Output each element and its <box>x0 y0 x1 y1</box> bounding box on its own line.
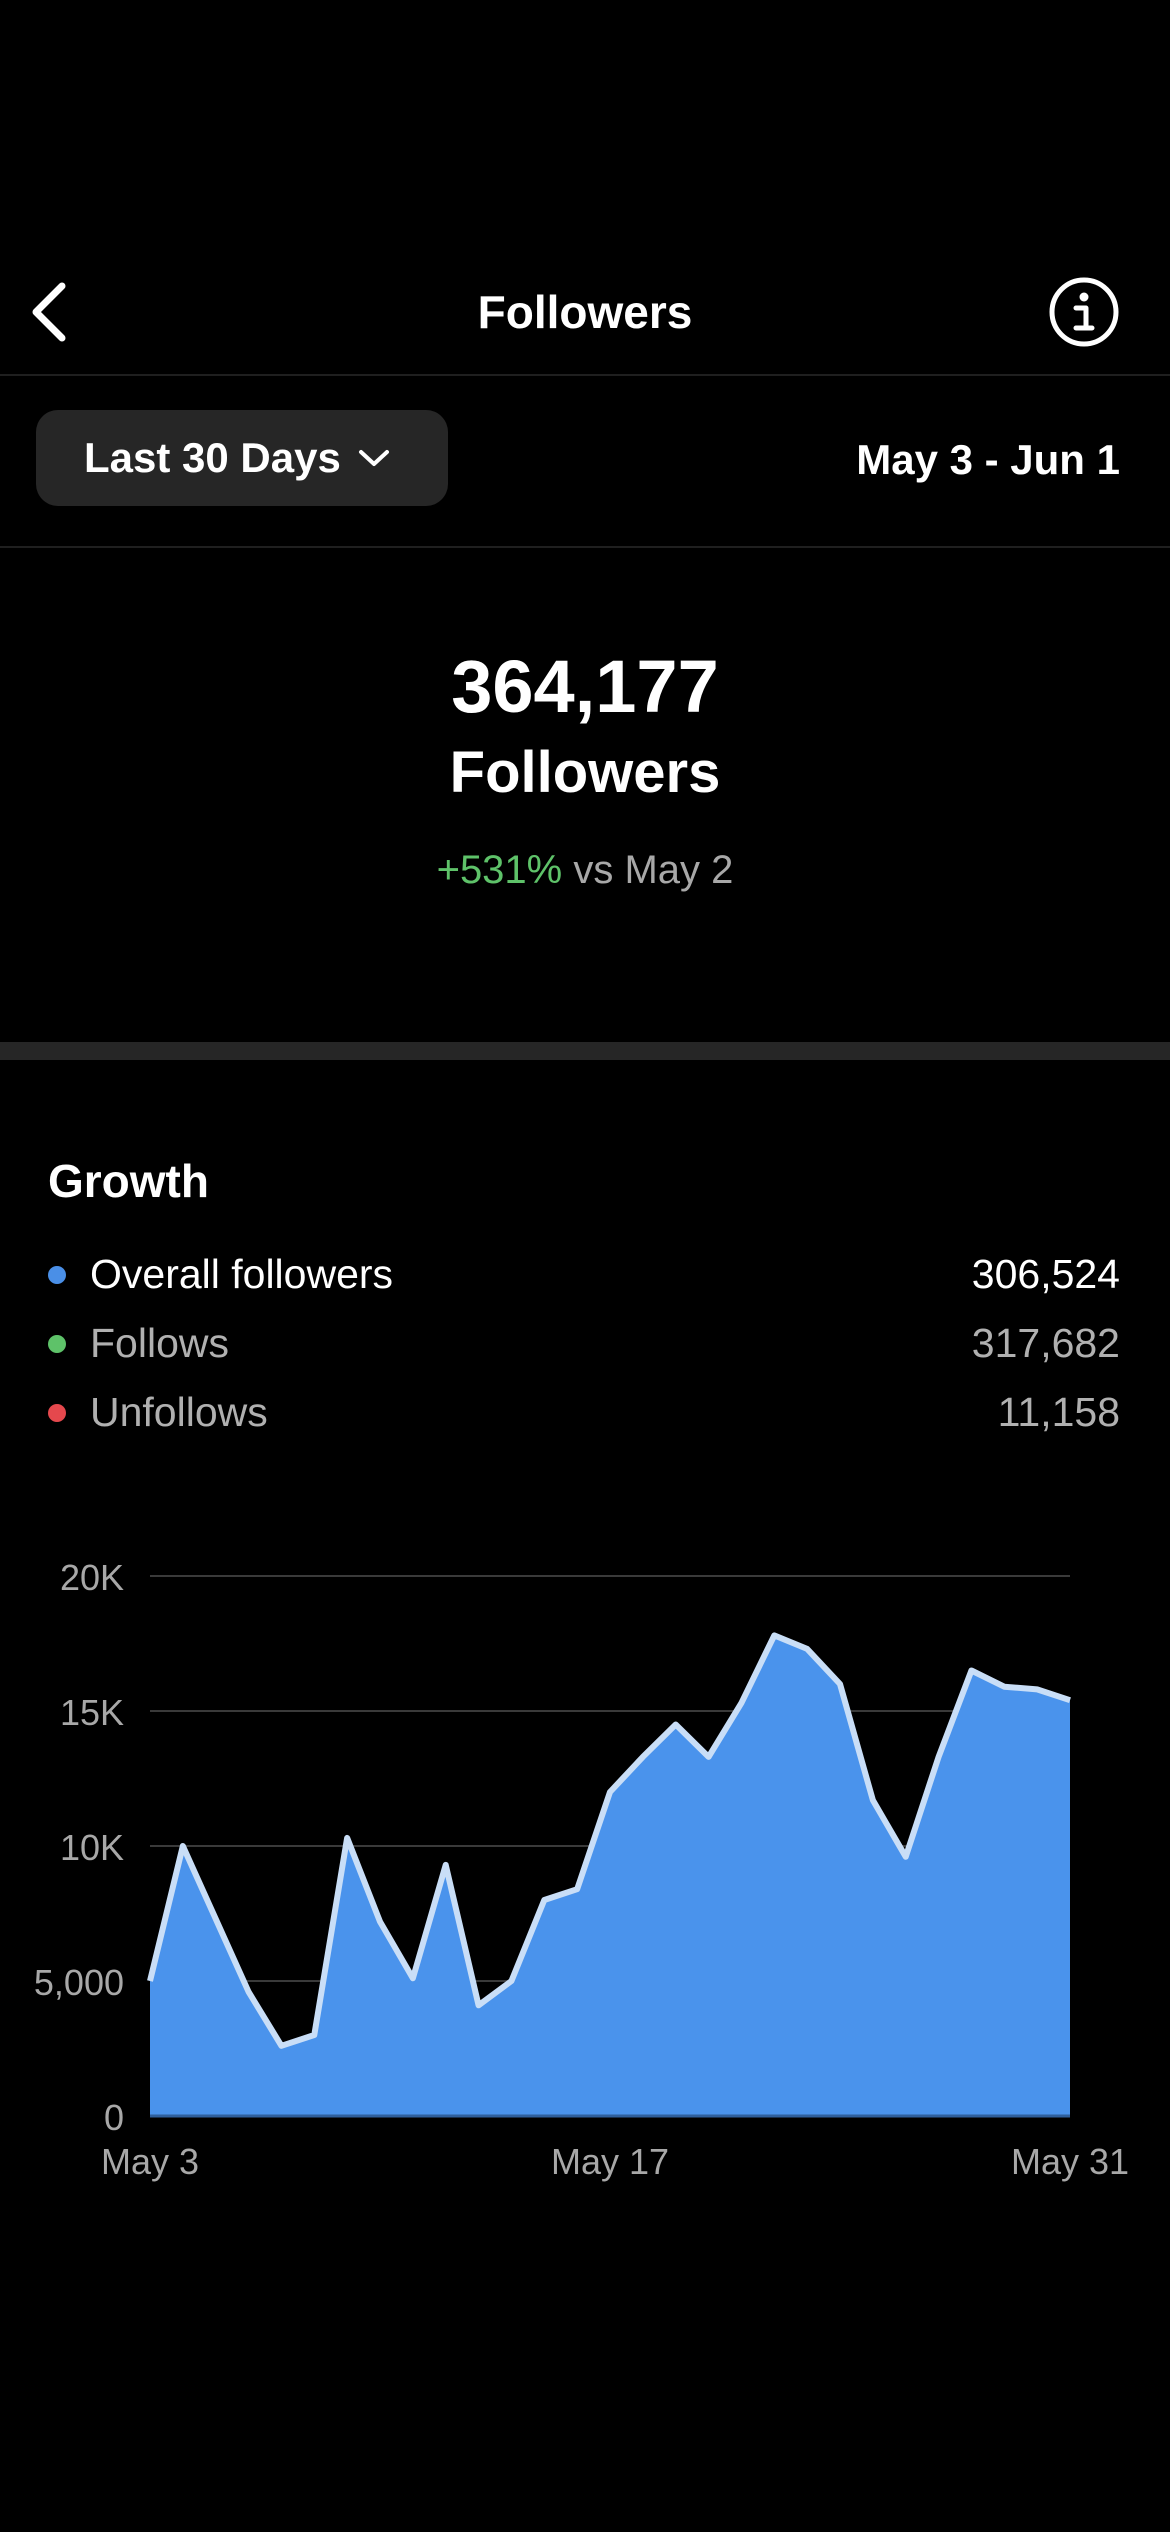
legend-value: 317,682 <box>971 1320 1120 1366</box>
followers-summary: 364,177 Followers +531% vs May 2 <box>0 548 1170 1042</box>
section-divider <box>0 1042 1170 1060</box>
page-title: Followers <box>477 286 693 338</box>
legend-item-unfollows: Unfollows 11,158 <box>48 1378 1120 1447</box>
series-area <box>150 1635 1070 2116</box>
total-followers: 364,177 <box>451 645 719 728</box>
y-tick-label: 5,000 <box>34 1962 124 2003</box>
legend-item-follows: Follows 317,682 <box>48 1309 1120 1378</box>
legend-label: Overall followers <box>90 1251 394 1297</box>
chevron-left-icon <box>32 282 66 342</box>
growth-title: Growth <box>48 1155 209 1207</box>
info-icon <box>1049 277 1119 347</box>
x-tick-label: May 31 <box>1011 2141 1129 2182</box>
total-followers-label: Followers <box>449 740 721 805</box>
change-reference: vs May 2 <box>573 848 734 892</box>
back-button[interactable] <box>18 272 78 352</box>
legend-label: Unfollows <box>90 1389 268 1435</box>
date-range-row: Last 30 Days May 3 - Jun 1 <box>0 376 1170 548</box>
y-tick-label: 15K <box>60 1692 124 1733</box>
y-tick-label: 0 <box>104 2097 124 2138</box>
header-bar: Followers <box>0 250 1170 376</box>
chevron-down-icon <box>357 447 391 469</box>
change-text: +531% vs May 2 <box>0 844 1170 896</box>
series-line <box>147 1632 1071 2049</box>
date-range-label: May 3 - Jun 1 <box>856 436 1120 483</box>
legend-dot-green <box>48 1334 66 1353</box>
legend-dot-blue <box>48 1265 66 1284</box>
legend-label: Follows <box>90 1320 229 1366</box>
legend-item-overall: Overall followers 306,524 <box>48 1240 1120 1309</box>
growth-chart: 0 5,000 10K 15K 20K May 3 May 17 May 31 <box>34 1557 1129 2182</box>
range-dropdown[interactable]: Last 30 Days <box>36 410 448 506</box>
y-tick-label: 10K <box>60 1827 124 1868</box>
x-tick-label: May 17 <box>551 2141 669 2182</box>
change-percent: +531% <box>436 848 563 892</box>
legend-value: 11,158 <box>997 1389 1120 1435</box>
range-dropdown-label: Last 30 Days <box>84 434 341 481</box>
legend-value: 306,524 <box>971 1251 1120 1297</box>
legend-dot-red <box>48 1403 66 1422</box>
x-tick-label: May 3 <box>101 2141 199 2182</box>
y-tick-label: 20K <box>60 1557 124 1598</box>
info-button[interactable] <box>1046 274 1122 350</box>
growth-legend: Overall followers 306,524 Follows 317,68… <box>48 1240 1120 1447</box>
